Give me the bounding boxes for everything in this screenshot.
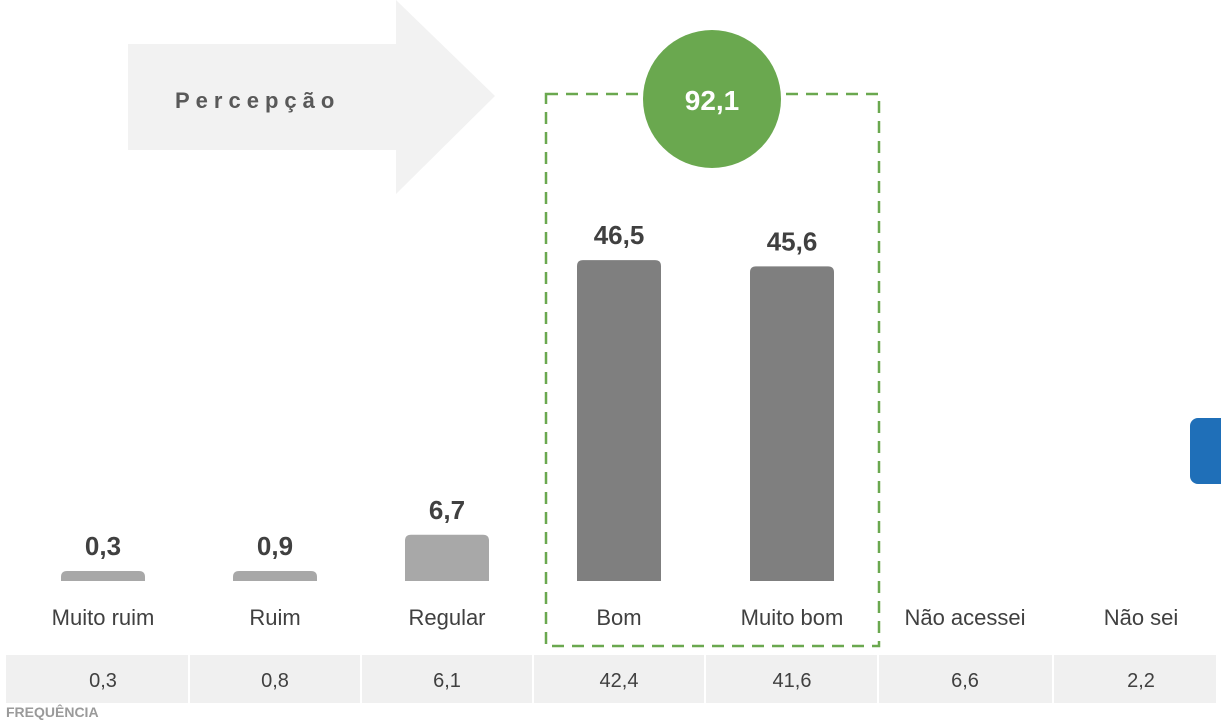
perception-label: Percepção xyxy=(175,88,340,113)
bar-regular xyxy=(405,534,489,581)
perception-arrow xyxy=(128,0,495,194)
value-label-ruim: 0,9 xyxy=(257,531,293,561)
frequency-value-bom: 42,4 xyxy=(600,670,639,692)
highlight-value: 92,1 xyxy=(685,85,740,116)
frequency-value-ruim: 0,8 xyxy=(261,670,289,692)
value-label-muito-bom: 45,6 xyxy=(767,226,818,256)
bar-muito-ruim xyxy=(61,571,145,581)
category-label-bom: Bom xyxy=(596,605,641,630)
value-label-muito-ruim: 0,3 xyxy=(85,531,121,561)
bar-bom xyxy=(577,260,661,581)
frequency-value-nao-acessei: 6,6 xyxy=(951,670,979,692)
category-label-muito-bom: Muito bom xyxy=(741,605,844,630)
category-label-nao-acessei: Não acessei xyxy=(904,605,1025,630)
frequency-value-nao-sei: 2,2 xyxy=(1127,670,1155,692)
frequency-value-regular: 6,1 xyxy=(433,670,461,692)
category-label-muito-ruim: Muito ruim xyxy=(52,605,155,630)
frequency-value-muito-ruim: 0,3 xyxy=(89,670,117,692)
frequency-row-bg xyxy=(6,655,1216,703)
highlight-circle xyxy=(643,30,781,168)
bar-muito-bom xyxy=(750,266,834,581)
bar-ruim xyxy=(233,571,317,581)
category-label-ruim: Ruim xyxy=(249,605,300,630)
value-label-regular: 6,7 xyxy=(429,495,465,525)
category-label-regular: Regular xyxy=(408,605,485,630)
value-label-bom: 46,5 xyxy=(594,220,645,250)
side-tab[interactable] xyxy=(1190,418,1221,484)
frequency-label: FREQUÊNCIA xyxy=(6,704,99,720)
category-label-nao-sei: Não sei xyxy=(1104,605,1179,630)
bars-layer: 0,3 Muito ruim 0,3 0,9 Ruim 0,8 6,7 Regular 6,1 4… xyxy=(52,220,1179,703)
frequency-value-muito-bom: 41,6 xyxy=(773,670,812,692)
